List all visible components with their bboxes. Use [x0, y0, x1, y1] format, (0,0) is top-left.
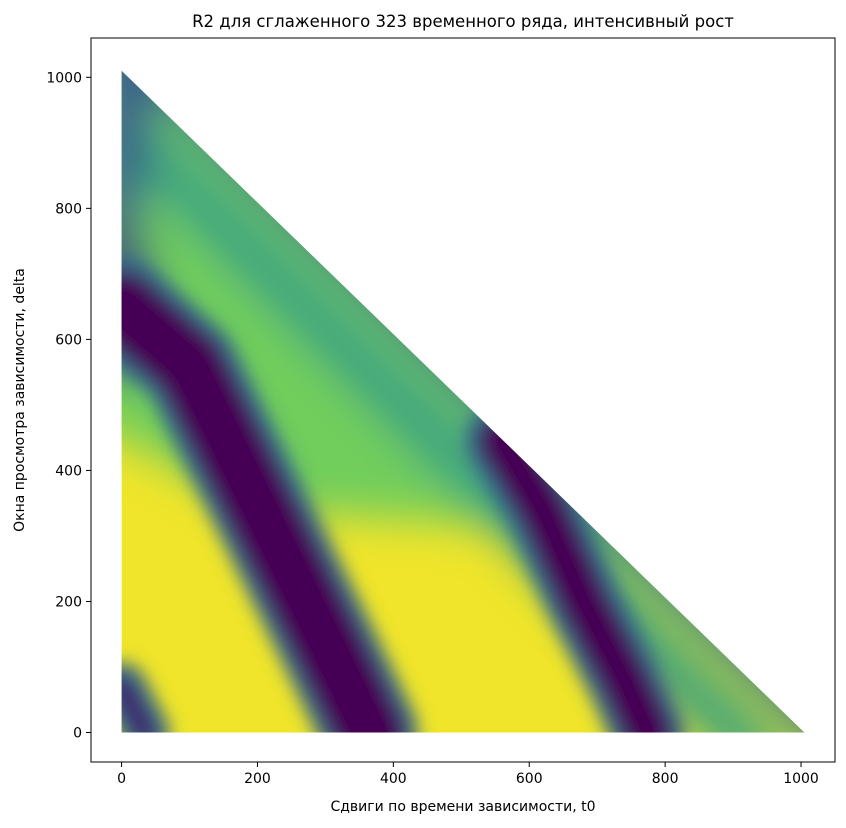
heatmap-top-corner	[121, 70, 163, 261]
y-tick-label: 600	[55, 332, 82, 348]
x-axis-label: Сдвиги по времени зависимости, t0	[330, 799, 595, 815]
low-value-band	[121, 675, 157, 733]
y-axis-label: Окна просмотра зависимости, delta	[12, 268, 28, 532]
heatmap-upper-inner	[121, 83, 801, 733]
x-tick-label: 0	[117, 771, 126, 787]
y-tick-label: 200	[55, 594, 82, 610]
x-tick-label: 800	[652, 771, 679, 787]
x-axis: 0 200 400 600 800 1000	[117, 762, 819, 787]
x-tick-label: 1000	[783, 771, 819, 787]
y-tick-label: 400	[55, 463, 82, 479]
x-tick-label: 600	[516, 771, 543, 787]
plot-frame	[90, 37, 836, 763]
low-value-band	[478, 417, 673, 733]
x-tick-label: 400	[380, 771, 407, 787]
y-tick-label: 800	[55, 201, 82, 217]
y-tick-label: 1000	[46, 70, 82, 86]
chart-title: R2 для сглаженного 323 временного ряда, …	[192, 12, 734, 31]
x-tick-label: 200	[244, 771, 271, 787]
y-tick-label: 0	[73, 726, 82, 742]
y-axis: 0 200 400 600 800 1000	[46, 70, 91, 742]
low-value-band	[121, 271, 405, 733]
